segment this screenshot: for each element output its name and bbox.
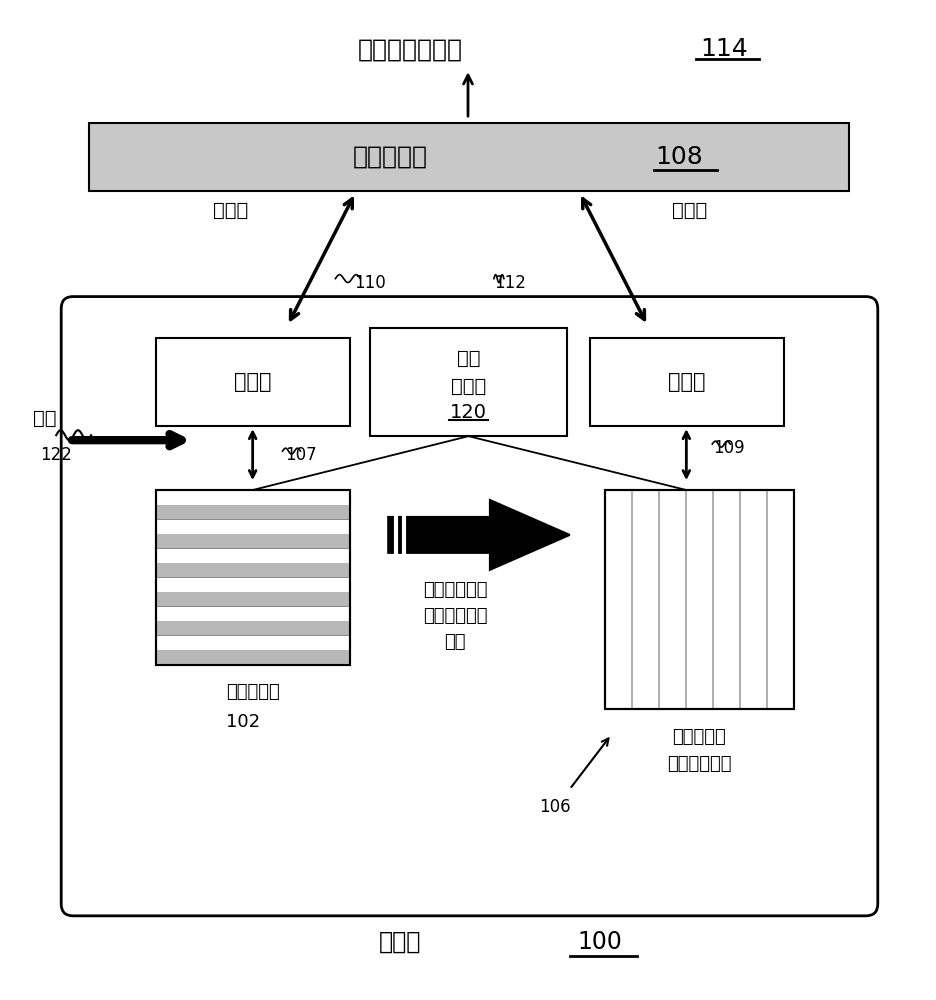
Text: 查询处理器: 查询处理器: [352, 145, 427, 169]
Text: 行引擎: 行引擎: [234, 372, 271, 392]
Text: 107: 107: [285, 446, 316, 464]
Text: 插入: 插入: [33, 409, 56, 428]
Bar: [155, 650, 350, 665]
Text: 行搜索: 行搜索: [212, 201, 248, 220]
Text: 100: 100: [577, 930, 622, 954]
FancyBboxPatch shape: [155, 338, 350, 426]
Bar: [155, 621, 350, 635]
FancyBboxPatch shape: [89, 123, 848, 191]
Text: 移动: 移动: [444, 633, 465, 651]
Text: 120: 120: [449, 403, 487, 422]
FancyBboxPatch shape: [604, 490, 793, 709]
Text: 112: 112: [493, 274, 525, 292]
Text: 事务批量数据: 事务批量数据: [422, 607, 487, 625]
Text: 内存行分区: 内存行分区: [226, 683, 280, 701]
Text: 合并的查询结果: 合并的查询结果: [358, 37, 462, 61]
FancyBboxPatch shape: [370, 328, 566, 436]
Text: 122: 122: [40, 446, 72, 464]
FancyBboxPatch shape: [61, 297, 877, 916]
Text: （被压缩的）: （被压缩的）: [666, 755, 731, 773]
Text: 列引擎: 列引擎: [667, 372, 705, 392]
Text: 到列表的异步: 到列表的异步: [422, 581, 487, 599]
Text: 114: 114: [699, 37, 747, 61]
Text: 106: 106: [538, 798, 570, 816]
Bar: [155, 505, 350, 519]
Text: 数据: 数据: [456, 349, 480, 368]
Text: 102: 102: [226, 713, 260, 731]
Polygon shape: [388, 500, 569, 570]
Text: 109: 109: [712, 439, 744, 457]
Bar: [155, 592, 350, 606]
Text: 110: 110: [354, 274, 386, 292]
Text: 内存列分区: 内存列分区: [672, 728, 725, 746]
Bar: [155, 563, 350, 577]
Text: 108: 108: [655, 145, 703, 169]
Bar: [155, 534, 350, 548]
FancyBboxPatch shape: [155, 490, 350, 665]
Text: 管理器: 管理器: [450, 377, 486, 396]
Text: 混合表: 混合表: [378, 930, 421, 954]
FancyBboxPatch shape: [589, 338, 783, 426]
Text: 列搜索: 列搜索: [671, 201, 707, 220]
